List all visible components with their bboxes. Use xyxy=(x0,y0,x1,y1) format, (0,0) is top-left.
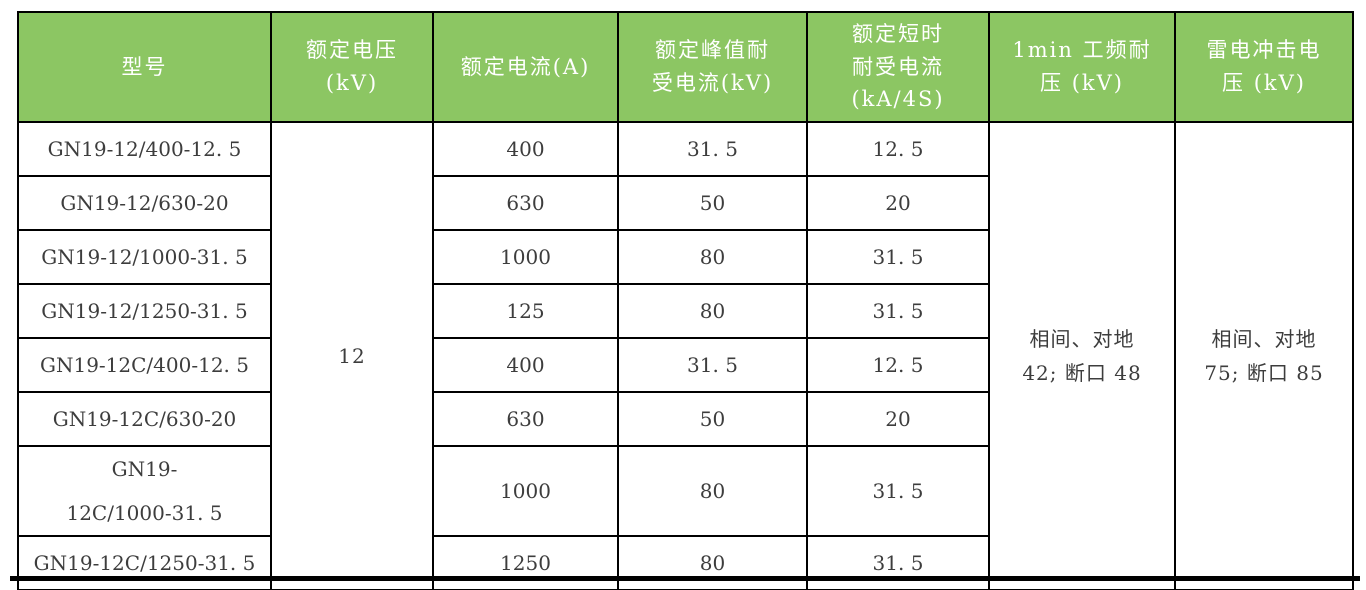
header-short-time-current: 额定短时 耐受电流 (kA/4S) xyxy=(806,11,990,123)
short-time-current-cell: 12. 5 xyxy=(806,337,990,393)
current-cell: 400 xyxy=(432,121,619,177)
short-time-current-cell: 31. 5 xyxy=(806,535,990,590)
current-cell: 1000 xyxy=(432,445,619,537)
model-cell: GN19-12/1250-31. 5 xyxy=(17,283,272,339)
current-cell: 1250 xyxy=(432,535,619,590)
table-row: GN19-12/1000-31. 5 1000 80 31. 5 xyxy=(17,229,1353,285)
peak-current-cell: 80 xyxy=(617,445,808,537)
peak-current-cell: 50 xyxy=(617,175,808,231)
spec-table: 型号 额定电压 (kV) 额定电流(A) 额定峰值耐 受电流(kV) 额定短时 … xyxy=(17,11,1354,590)
short-time-current-cell: 12. 5 xyxy=(806,121,990,177)
header-rated-voltage: 额定电压 (kV) xyxy=(270,11,434,123)
model-cell: GN19-12/400-12. 5 xyxy=(17,121,272,177)
header-row: 型号 额定电压 (kV) 额定电流(A) 额定峰值耐 受电流(kV) 额定短时 … xyxy=(17,11,1354,123)
short-time-current-cell: 20 xyxy=(806,391,990,447)
current-cell: 125 xyxy=(432,283,619,339)
short-time-current-cell: 31. 5 xyxy=(806,283,990,339)
peak-current-cell: 50 xyxy=(617,391,808,447)
model-cell: GN19-12C/1250-31. 5 xyxy=(17,535,272,590)
table-row: GN19-12C/400-12. 5 400 31. 5 12. 5 xyxy=(17,337,1353,393)
header-model: 型号 xyxy=(17,11,272,123)
current-cell: 400 xyxy=(432,337,619,393)
header-rated-current: 额定电流(A) xyxy=(432,11,619,123)
model-cell: GN19-12/1000-31. 5 xyxy=(17,229,272,285)
peak-current-cell: 31. 5 xyxy=(617,121,808,177)
table-row: GN19-12C/630-20 630 50 20 xyxy=(17,391,1353,447)
power-freq-cell: 相间、对地 42; 断口 48 xyxy=(988,121,1176,590)
peak-current-cell: 80 xyxy=(617,283,808,339)
header-peak-withstand-current: 额定峰值耐 受电流(kV) xyxy=(617,11,808,123)
peak-current-cell: 80 xyxy=(617,229,808,285)
header-lightning-impulse: 雷电冲击电 压 (kV) xyxy=(1174,11,1354,123)
current-cell: 630 xyxy=(432,175,619,231)
model-cell: GN19-12C/630-20 xyxy=(17,391,272,447)
model-cell: GN19-12C/400-12. 5 xyxy=(17,337,272,393)
table-row: GN19-12/1250-31. 5 125 80 31. 5 xyxy=(17,283,1353,339)
peak-current-cell: 31. 5 xyxy=(617,337,808,393)
header-power-freq-withstand: 1min 工频耐 压 (kV) xyxy=(988,11,1176,123)
short-time-current-cell: 31. 5 xyxy=(806,445,990,537)
bottom-divider xyxy=(10,576,1360,581)
rated-voltage-cell: 12 xyxy=(270,121,434,590)
current-cell: 1000 xyxy=(432,229,619,285)
lightning-impulse-cell: 相间、对地 75; 断口 85 xyxy=(1174,121,1354,590)
current-cell: 630 xyxy=(432,391,619,447)
model-cell: GN19- 12C/1000-31. 5 xyxy=(17,445,272,537)
table-row: GN19-12/630-20 630 50 20 xyxy=(17,175,1353,231)
short-time-current-cell: 20 xyxy=(806,175,990,231)
peak-current-cell: 80 xyxy=(617,535,808,590)
model-cell: GN19-12/630-20 xyxy=(17,175,272,231)
table-row: GN19- 12C/1000-31. 5 1000 80 31. 5 xyxy=(17,445,1353,537)
table-row: GN19-12/400-12. 5 12 400 31. 5 12. 5 相间、… xyxy=(17,121,1354,590)
short-time-current-cell: 31. 5 xyxy=(806,229,990,285)
